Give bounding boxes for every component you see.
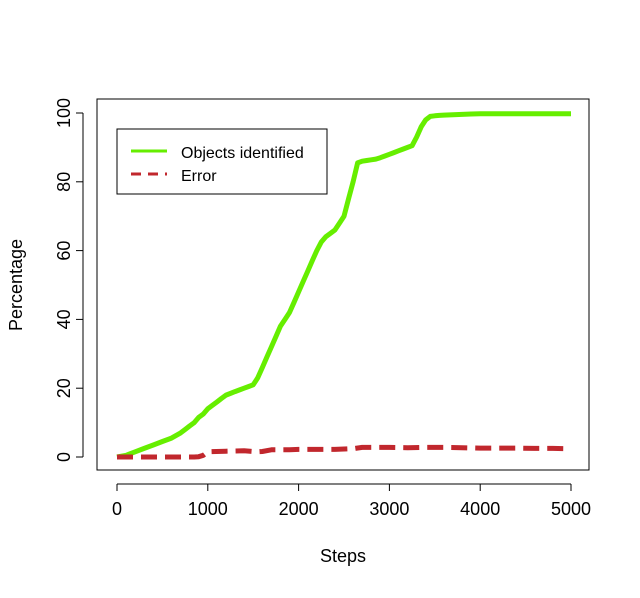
- x-axis-label: Steps: [320, 546, 366, 566]
- x-tick-label: 5000: [551, 499, 591, 519]
- series-layer: [116, 111, 572, 460]
- x-tick-label: 0: [112, 499, 122, 519]
- plot-frame: [96, 98, 590, 471]
- x-tick-label: 3000: [369, 499, 409, 519]
- y-tick-label: 100: [54, 98, 74, 128]
- legend-label-error: Error: [181, 168, 217, 185]
- y-tick-label: 40: [54, 309, 74, 329]
- x-tick-label: 1000: [188, 499, 228, 519]
- y-tick-label: 20: [54, 378, 74, 398]
- series-line-error: [117, 444, 572, 460]
- x-tick-label: 2000: [279, 499, 319, 519]
- y-tick-label: 80: [54, 172, 74, 192]
- x-tick-label: 4000: [460, 499, 500, 519]
- legend-box: [116, 128, 328, 195]
- y-tick-label: 60: [54, 241, 74, 261]
- y-axis-label: Percentage: [6, 239, 26, 331]
- y-tick-label: 0: [54, 452, 74, 462]
- y-axis: 0 20 40 60 80 100: [54, 98, 84, 462]
- legend-label-objects-identified: Objects identified: [181, 145, 304, 162]
- legend: Objects identified Error: [116, 128, 328, 195]
- x-axis: 0 1000 2000 3000 4000 5000: [112, 483, 591, 519]
- series-line-objects-identified: [116, 111, 571, 460]
